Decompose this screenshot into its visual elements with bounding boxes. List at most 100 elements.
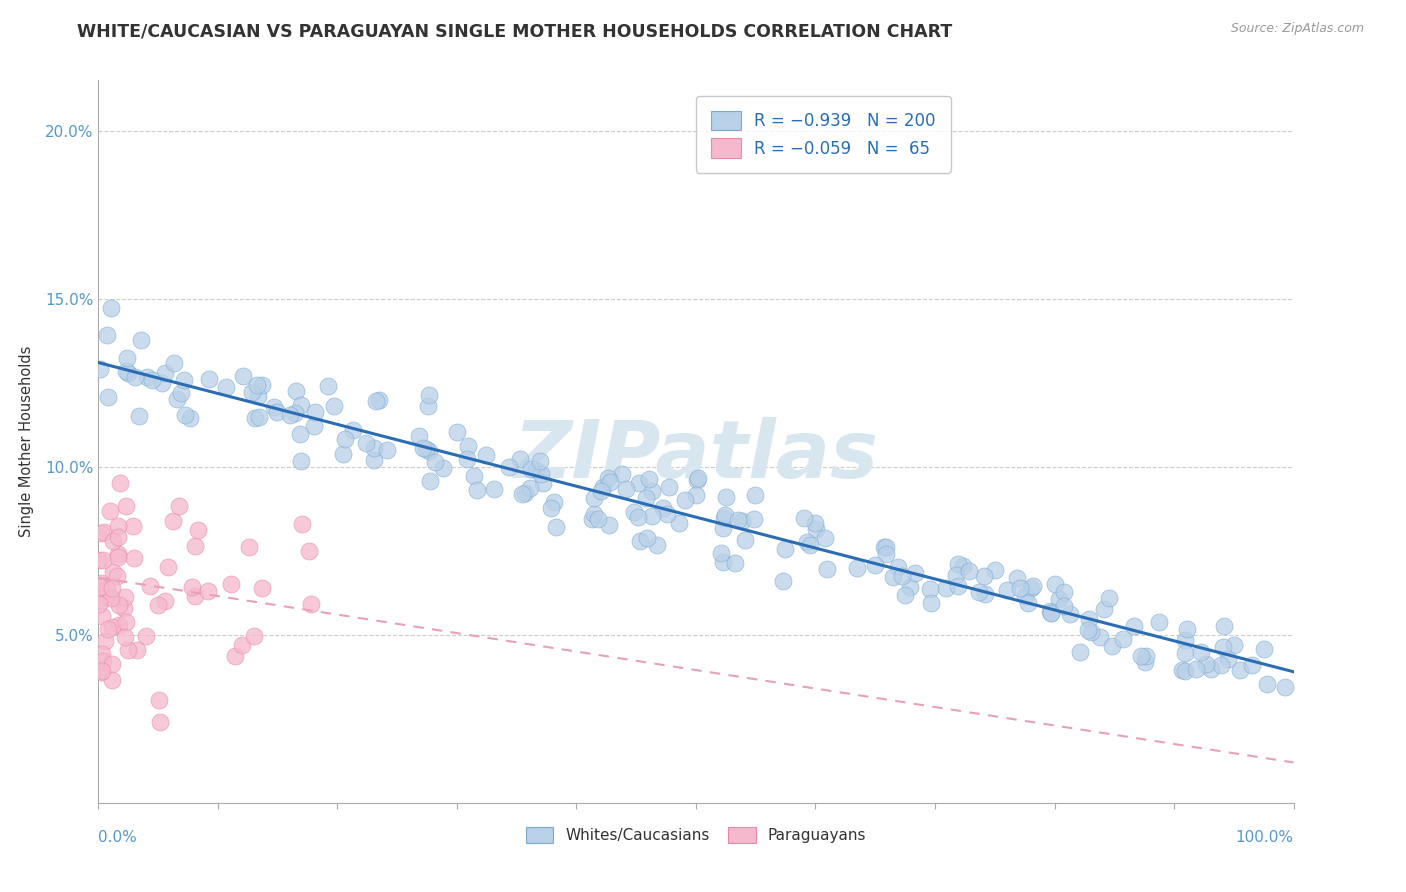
Point xyxy=(456,452,478,467)
Point xyxy=(98,504,121,518)
Point xyxy=(1256,676,1278,690)
Point xyxy=(463,469,485,483)
Point xyxy=(1229,663,1251,677)
Point xyxy=(1240,658,1263,673)
Point xyxy=(686,473,709,487)
Point xyxy=(114,590,136,604)
Point xyxy=(1213,618,1236,632)
Point xyxy=(179,410,201,425)
Point xyxy=(368,393,391,408)
Point xyxy=(623,505,645,519)
Point xyxy=(658,480,681,494)
Point xyxy=(1174,632,1197,647)
Point xyxy=(246,377,269,392)
Point xyxy=(920,582,942,597)
Point xyxy=(100,657,122,672)
Y-axis label: Single Mother Households: Single Mother Households xyxy=(20,346,34,537)
Point xyxy=(187,524,209,538)
Point xyxy=(299,597,322,611)
Point xyxy=(845,560,868,574)
Point xyxy=(170,386,193,401)
Point xyxy=(232,369,254,384)
Point xyxy=(710,546,733,560)
Point xyxy=(354,436,377,450)
Point xyxy=(1133,655,1156,669)
Point xyxy=(166,392,188,407)
Point xyxy=(197,372,219,386)
Point xyxy=(935,581,957,595)
Point xyxy=(529,454,551,468)
Point xyxy=(589,484,612,499)
Point xyxy=(586,512,609,526)
Point xyxy=(112,600,135,615)
Point xyxy=(1185,662,1208,676)
Point xyxy=(93,524,115,539)
Point xyxy=(731,514,754,528)
Point xyxy=(318,379,340,393)
Point xyxy=(655,508,678,522)
Point xyxy=(946,558,969,572)
Point xyxy=(1170,663,1192,677)
Point xyxy=(1088,630,1111,644)
Point xyxy=(107,530,129,544)
Point xyxy=(1043,577,1066,591)
Point xyxy=(184,590,207,604)
Point xyxy=(946,578,969,592)
Point xyxy=(115,351,138,365)
Point xyxy=(1017,596,1039,610)
Point xyxy=(139,579,162,593)
Point xyxy=(87,597,110,611)
Point xyxy=(894,588,917,602)
Point xyxy=(1175,622,1198,636)
Point xyxy=(290,454,312,468)
Point xyxy=(1005,571,1028,585)
Point xyxy=(266,405,288,419)
Point xyxy=(423,455,446,469)
Point xyxy=(291,517,314,532)
Point xyxy=(1195,657,1218,672)
Point xyxy=(626,509,648,524)
Point xyxy=(1209,657,1232,672)
Point xyxy=(89,362,111,376)
Point xyxy=(804,522,827,536)
Point xyxy=(141,373,163,387)
Point xyxy=(342,423,364,437)
Point xyxy=(101,533,124,548)
Point xyxy=(599,475,621,490)
Point xyxy=(533,475,555,490)
Point xyxy=(91,654,114,668)
Point xyxy=(957,564,980,578)
Point xyxy=(873,540,896,554)
Point xyxy=(636,532,658,546)
Point xyxy=(1039,607,1062,621)
Point xyxy=(628,534,651,549)
Point xyxy=(162,514,184,528)
Point xyxy=(583,491,606,505)
Point xyxy=(288,426,311,441)
Text: WHITE/CAUCASIAN VS PARAGUAYAN SINGLE MOTHER HOUSEHOLDS CORRELATION CHART: WHITE/CAUCASIAN VS PARAGUAYAN SINGLE MOT… xyxy=(77,22,953,40)
Point xyxy=(250,581,273,595)
Point xyxy=(107,550,129,565)
Point xyxy=(510,486,533,500)
Point xyxy=(711,555,734,569)
Point xyxy=(446,425,468,439)
Point xyxy=(1174,664,1197,678)
Point xyxy=(419,475,441,489)
Point xyxy=(150,376,173,390)
Text: 100.0%: 100.0% xyxy=(1236,830,1294,845)
Point xyxy=(744,488,766,502)
Point xyxy=(96,590,118,604)
Point xyxy=(1022,579,1045,593)
Point xyxy=(457,439,479,453)
Point xyxy=(108,599,131,613)
Point xyxy=(742,512,765,526)
Point xyxy=(995,583,1018,598)
Point xyxy=(793,511,815,525)
Point xyxy=(1077,624,1099,638)
Point xyxy=(304,405,326,419)
Point xyxy=(243,411,266,425)
Point xyxy=(87,552,110,566)
Point xyxy=(122,550,145,565)
Point xyxy=(1039,606,1062,620)
Point xyxy=(117,642,139,657)
